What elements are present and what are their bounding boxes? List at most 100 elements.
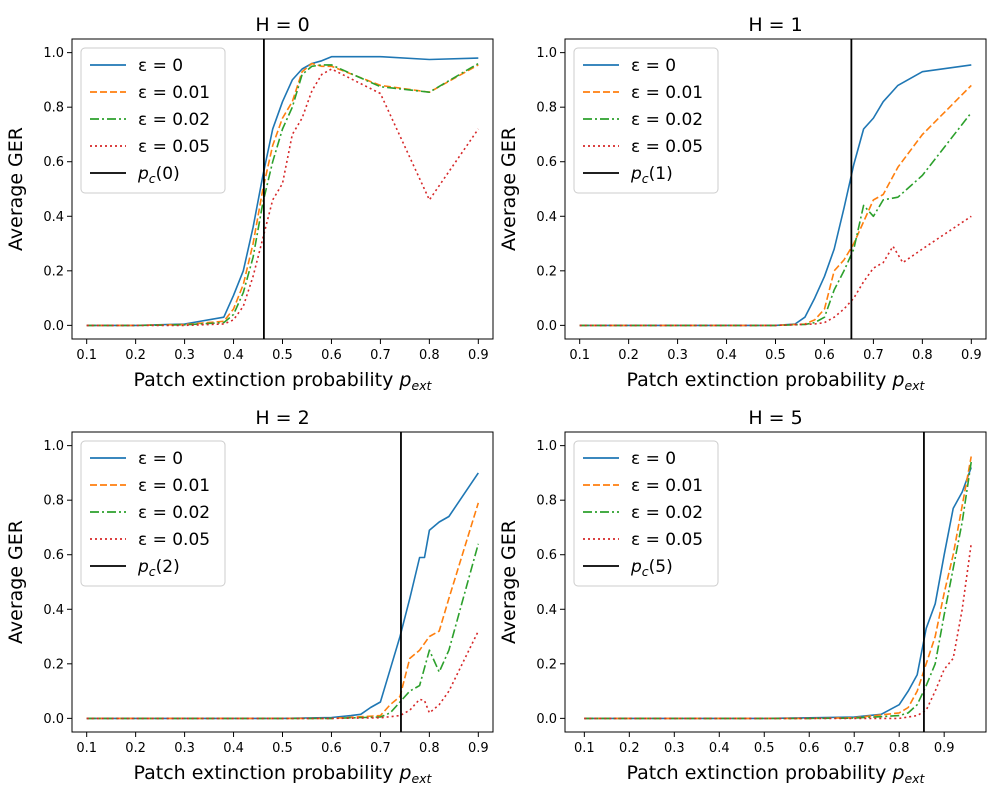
legend-entry: ε = 0.05 bbox=[90, 137, 210, 157]
axes-frame bbox=[71, 431, 494, 733]
legend-label: pc(0) bbox=[137, 164, 180, 186]
x-tick-label: 0.6 bbox=[814, 348, 835, 363]
x-tick-label: 0.2 bbox=[619, 741, 640, 756]
y-axis-label: Average GER bbox=[498, 127, 520, 251]
x-tick-label: 0.6 bbox=[321, 348, 342, 363]
legend-label: ε = 0.02 bbox=[631, 110, 703, 130]
legend-entry: ε = 0.01 bbox=[90, 476, 210, 496]
y-tick-label: 0.6 bbox=[536, 155, 557, 170]
x-tick-label: 0.5 bbox=[272, 741, 293, 756]
plot-area bbox=[86, 39, 479, 339]
x-tick-label: 0.3 bbox=[174, 348, 195, 363]
x-tick-label: 0.7 bbox=[863, 348, 884, 363]
x-tick-label: 0.8 bbox=[889, 741, 910, 756]
y-axis-label: Average GER bbox=[498, 520, 520, 644]
series-line-3 bbox=[86, 630, 480, 720]
y-tick-label: 0.2 bbox=[43, 264, 64, 279]
y-tick-label: 0.0 bbox=[43, 319, 64, 334]
chart-title: H = 1 bbox=[748, 14, 802, 36]
x-tick-label: 0.5 bbox=[754, 741, 775, 756]
x-tick-label: 0.1 bbox=[569, 348, 590, 363]
legend-entry: ε = 0.01 bbox=[583, 476, 703, 496]
x-tick-label: 0.8 bbox=[419, 741, 440, 756]
plot-area bbox=[86, 432, 480, 732]
plot-area bbox=[584, 432, 972, 732]
x-tick-label: 0.8 bbox=[912, 348, 933, 363]
y-tick-label: 1.0 bbox=[43, 439, 64, 454]
x-tick-label: 0.1 bbox=[76, 348, 97, 363]
legend-label: pc(2) bbox=[137, 557, 180, 579]
series-line-3 bbox=[584, 543, 972, 720]
y-tick-label: 0.4 bbox=[536, 603, 557, 618]
chart-title: H = 2 bbox=[255, 407, 309, 429]
x-tick-label: 0.7 bbox=[370, 741, 391, 756]
legend-label: ε = 0.02 bbox=[631, 503, 703, 523]
x-tick-label: 0.9 bbox=[468, 741, 489, 756]
x-tick-label: 0.2 bbox=[618, 348, 639, 363]
legend-label: ε = 0.01 bbox=[631, 83, 703, 103]
x-tick-label: 0.7 bbox=[370, 348, 391, 363]
legend-box bbox=[573, 47, 719, 194]
series-line-0 bbox=[86, 55, 479, 327]
legend-entry: ε = 0.02 bbox=[90, 503, 210, 523]
legend-label: ε = 0 bbox=[631, 449, 676, 469]
legend-entry: ε = 0 bbox=[90, 56, 183, 76]
legend-label: ε = 0 bbox=[138, 449, 183, 469]
y-tick-label: 0.8 bbox=[43, 101, 64, 116]
y-tick-label: 0.6 bbox=[536, 548, 557, 563]
legend-entry: ε = 0 bbox=[90, 449, 183, 469]
chart-title: H = 0 bbox=[255, 14, 309, 36]
y-tick-label: 0.2 bbox=[536, 264, 557, 279]
legend-entry: ε = 0.02 bbox=[583, 110, 703, 130]
y-tick-label: 0.4 bbox=[43, 603, 64, 618]
x-tick-label: 0.2 bbox=[125, 348, 146, 363]
x-tick-label: 0.4 bbox=[709, 741, 730, 756]
series-line-2 bbox=[86, 543, 480, 720]
x-axis-label: Patch extinction probability pext bbox=[627, 369, 926, 393]
legend-label: ε = 0.05 bbox=[631, 530, 703, 550]
legend-entry: ε = 0.01 bbox=[90, 83, 210, 103]
legend-label: ε = 0.02 bbox=[138, 110, 210, 130]
chart-panel-3: H = 5 0.1 0.2 0.3 0.4 0.5 0.6 0.7 0.8 0.9 0.0 0.2 0.… bbox=[498, 407, 987, 786]
x-tick-label: 0.5 bbox=[272, 348, 293, 363]
x-tick-label: 0.8 bbox=[419, 348, 440, 363]
legend-entry: pc(0) bbox=[90, 164, 180, 186]
chart-panel-2: H = 2 0.1 0.2 0.3 0.4 0.5 0.6 0.7 0.8 0.9 0.0 0.2 0.… bbox=[5, 407, 494, 786]
axes-frame bbox=[564, 38, 987, 340]
x-tick-label: 0.5 bbox=[765, 348, 786, 363]
y-tick-label: 0.6 bbox=[43, 155, 64, 170]
chart-title: H = 5 bbox=[748, 407, 802, 429]
x-tick-label: 0.7 bbox=[844, 741, 865, 756]
series-line-1 bbox=[86, 62, 479, 327]
legend-entry: pc(2) bbox=[90, 557, 180, 579]
legend-entry: ε = 0.05 bbox=[90, 530, 210, 550]
x-tick-label: 0.9 bbox=[961, 348, 982, 363]
chart-panel-1: H = 1 0.1 0.2 0.3 0.4 0.5 0.6 0.7 0.8 0.9 0.0 0.2 0.… bbox=[498, 14, 987, 393]
y-tick-label: 0.4 bbox=[536, 210, 557, 225]
y-tick-label: 0.0 bbox=[43, 712, 64, 727]
x-tick-label: 0.2 bbox=[125, 741, 146, 756]
legend-label: ε = 0.05 bbox=[138, 530, 210, 550]
legend-entry: pc(1) bbox=[583, 164, 673, 186]
y-tick-label: 0.6 bbox=[43, 548, 64, 563]
x-axis-label: Patch extinction probability pext bbox=[134, 369, 433, 393]
y-tick-label: 0.2 bbox=[536, 657, 557, 672]
legend-box bbox=[573, 440, 719, 587]
legend-entry: pc(5) bbox=[583, 557, 673, 579]
series-line-2 bbox=[579, 112, 972, 327]
legend-entry: ε = 0.02 bbox=[90, 110, 210, 130]
legend-entry: ε = 0.05 bbox=[583, 137, 703, 157]
y-tick-label: 0.2 bbox=[43, 657, 64, 672]
y-tick-label: 0.8 bbox=[536, 101, 557, 116]
axes-frame bbox=[564, 431, 987, 733]
legend-entry: ε = 0.02 bbox=[583, 503, 703, 523]
legend-entry: ε = 0 bbox=[583, 56, 676, 76]
legend-label: ε = 0.01 bbox=[631, 476, 703, 496]
y-axis-label: Average GER bbox=[5, 520, 27, 644]
legend-label: ε = 0.01 bbox=[138, 83, 210, 103]
x-tick-label: 0.3 bbox=[667, 348, 688, 363]
plot-area bbox=[579, 39, 972, 339]
y-tick-label: 1.0 bbox=[43, 46, 64, 61]
legend-label: pc(5) bbox=[630, 557, 673, 579]
x-tick-label: 0.6 bbox=[799, 741, 820, 756]
